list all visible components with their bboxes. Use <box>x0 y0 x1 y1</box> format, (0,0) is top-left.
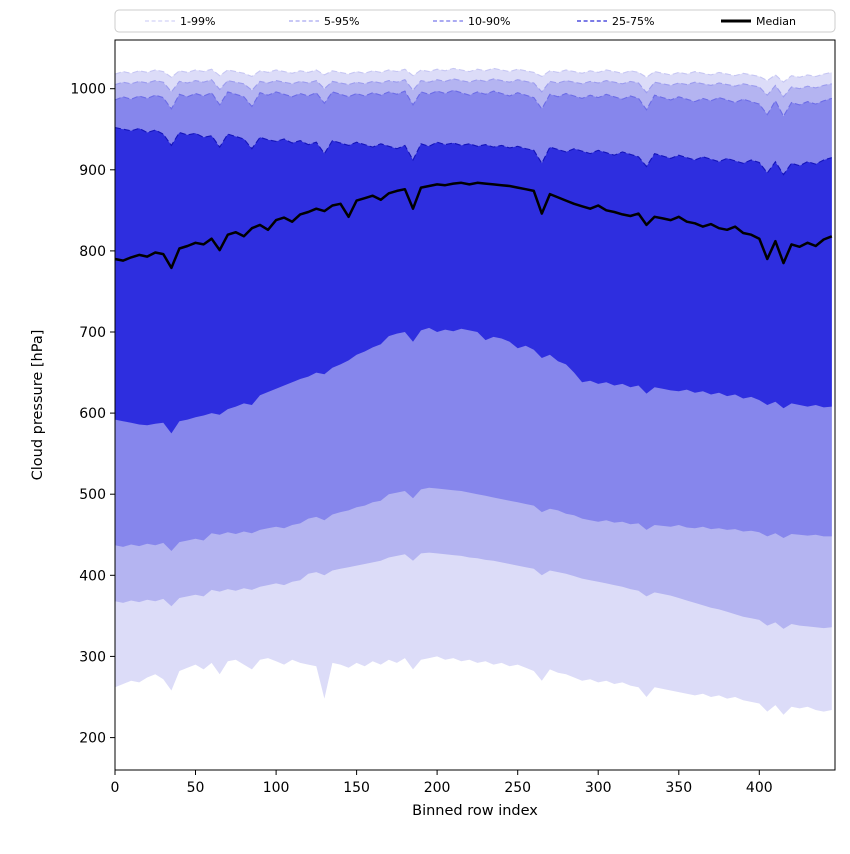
y-tick-label: 800 <box>79 244 106 260</box>
x-tick-label: 0 <box>111 780 120 796</box>
x-axis: 0 50 100 150 200 250 300 350 400 Binned row index <box>111 770 773 819</box>
legend-label: 25-75% <box>612 15 654 28</box>
y-axis-label: Cloud pressure [hPa] <box>30 330 46 481</box>
legend: 1-99% 5-95% 10-90% 25-75% Median <box>114 9 836 33</box>
legend-item-median: Median <box>721 15 796 28</box>
median-line <box>114 181 833 270</box>
x-tick-label: 400 <box>746 780 773 796</box>
y-tick-label: 300 <box>79 649 106 665</box>
edge-p99 <box>114 67 832 83</box>
edge-p75 <box>114 127 832 176</box>
legend-label: 5-95% <box>324 15 359 28</box>
edge-p90 <box>114 89 832 118</box>
legend-item-1-99-: 1-99% <box>145 15 215 28</box>
y-tick-label: 500 <box>79 487 106 503</box>
x-tick-label: 50 <box>187 780 205 796</box>
y-tick-label: 600 <box>79 406 106 422</box>
legend-item-10-90-: 10-90% <box>433 15 510 28</box>
legend-label: Median <box>756 15 796 28</box>
legend-label: 1-99% <box>180 15 215 28</box>
x-tick-label: 100 <box>263 780 290 796</box>
legend-item-25-75-: 25-75% <box>577 15 654 28</box>
x-tick-label: 200 <box>424 780 451 796</box>
x-tick-label: 250 <box>504 780 531 796</box>
x-tick-label: 150 <box>343 780 370 796</box>
y-tick-label: 900 <box>79 163 106 179</box>
y-tick-label: 700 <box>79 325 106 341</box>
y-tick-label: 1000 <box>70 82 106 98</box>
plot-border <box>114 39 836 771</box>
x-tick-label: 350 <box>665 780 692 796</box>
band-p25-p75 <box>115 127 832 434</box>
y-axis: 200 300 400 500 600 700 800 900 1000 Cloud pressu… <box>30 82 115 747</box>
x-axis-label: Binned row index <box>412 803 538 819</box>
legend-item-5-95-: 5-95% <box>289 15 359 28</box>
x-tick-label: 300 <box>585 780 612 796</box>
y-tick-label: 400 <box>79 568 106 584</box>
y-tick-label: 200 <box>79 731 106 747</box>
edge-p95 <box>114 78 832 98</box>
legend-label: 10-90% <box>468 15 510 28</box>
